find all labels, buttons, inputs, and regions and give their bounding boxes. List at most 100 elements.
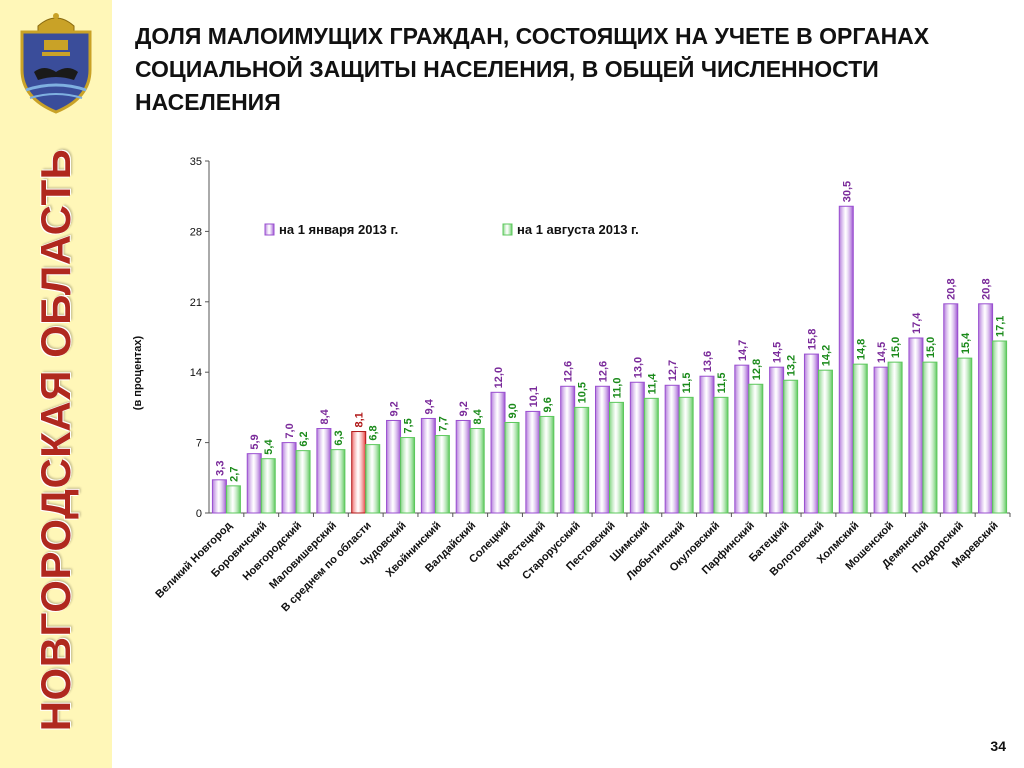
- x-axis: Великий НовгородБоровичскийНовгородскийМ…: [153, 512, 1011, 614]
- bar-aug: [992, 340, 1008, 514]
- bar-aug: [922, 361, 938, 514]
- data-label: 8,4: [319, 408, 331, 424]
- data-label: 12,7: [667, 360, 679, 381]
- data-label: 15,4: [960, 332, 972, 354]
- data-label: 14,8: [855, 339, 867, 360]
- data-label: 7,7: [437, 416, 449, 431]
- data-label: 3,3: [214, 461, 226, 476]
- bar-jan: [699, 375, 715, 514]
- bar-jan: [316, 428, 332, 514]
- bar-aug: [400, 437, 416, 514]
- data-label: 6,8: [368, 425, 380, 440]
- data-label: 9,4: [423, 398, 435, 414]
- data-label: 12,8: [751, 359, 763, 380]
- sidebar: НОВГОРОДСКАЯ ОБЛАСТЬ: [0, 0, 112, 768]
- bar-aug: [539, 415, 555, 514]
- bar-aug: [330, 449, 346, 514]
- data-label: 2,7: [228, 467, 240, 482]
- region-name-label: НОВГОРОДСКАЯ ОБЛАСТЬ: [32, 148, 79, 732]
- data-label: 15,0: [925, 337, 937, 358]
- data-label: 7,0: [284, 423, 296, 438]
- legend-swatch-jan: [264, 223, 275, 236]
- data-label: 11,5: [716, 373, 728, 394]
- bar-aug: [852, 363, 868, 514]
- bar-jan: [490, 391, 506, 514]
- legend-swatch-aug: [502, 223, 513, 236]
- data-label: 7,5: [403, 418, 415, 433]
- bar-aug: [295, 450, 311, 514]
- bar-jan: [386, 419, 402, 514]
- bar-aug: [225, 485, 241, 514]
- bar-jan: [943, 303, 959, 514]
- bar-aug: [678, 396, 694, 514]
- data-label: 5,9: [249, 434, 261, 449]
- bar-aug: [887, 361, 903, 514]
- data-label: 15,8: [806, 329, 818, 350]
- legend: на 1 января 2013 г. на 1 августа 2013 г.: [264, 222, 639, 237]
- bar-jan: [246, 453, 262, 514]
- data-label: 9,0: [507, 403, 519, 418]
- data-label: 14,5: [876, 342, 888, 363]
- y-tick-label: 7: [196, 438, 202, 450]
- bar-jan: [351, 431, 367, 514]
- data-label: 10,1: [528, 386, 540, 407]
- data-label: 8,1: [354, 412, 366, 427]
- data-label: 17,1: [995, 316, 1007, 337]
- bar-aug: [504, 421, 520, 514]
- data-label: 14,5: [772, 342, 784, 363]
- bar-jan: [211, 479, 227, 514]
- data-label: 17,4: [911, 312, 923, 334]
- y-axis: 0 7 14 21 28 35: [190, 156, 210, 520]
- bar-jan: [664, 384, 680, 514]
- data-label: 6,3: [333, 430, 345, 445]
- data-label: 11,4: [646, 373, 658, 395]
- bar-aug: [260, 458, 276, 514]
- bar-aug: [609, 401, 624, 514]
- bar-aug: [434, 435, 450, 514]
- bar-aug: [713, 396, 729, 514]
- bar-aug: [957, 357, 973, 514]
- data-label: 9,6: [542, 397, 554, 412]
- data-label: 12,0: [493, 367, 505, 388]
- data-label: 9,2: [389, 401, 401, 416]
- bar-jan: [734, 364, 750, 514]
- bar-jan: [769, 366, 785, 514]
- y-axis-label: (в процентах): [132, 335, 144, 410]
- bar-jan: [908, 337, 924, 514]
- data-label: 9,2: [458, 401, 470, 416]
- bars: 3,3 2,75,9 5,47,06,28,46,38,16,89,27,59,47…: [211, 181, 1008, 514]
- bar-aug: [748, 383, 764, 514]
- data-label: 30,5: [841, 181, 853, 202]
- bar-jan: [560, 385, 576, 514]
- page-title: ДОЛЯ МАЛОИМУЩИХ ГРАЖДАН, СОСТОЯЩИХ НА УЧ…: [135, 23, 930, 115]
- bar-aug: [783, 379, 799, 514]
- bar-jan: [629, 381, 645, 514]
- data-label: 8,4: [472, 408, 484, 424]
- bar-jan: [281, 442, 297, 514]
- coat-of-arms-icon: [20, 13, 92, 114]
- legend-label: на 1 августа 2013 г.: [517, 222, 639, 237]
- data-label: 13,0: [632, 357, 644, 378]
- data-label: 14,7: [737, 340, 749, 361]
- data-label: 10,5: [577, 382, 589, 403]
- y-tick-label: 28: [190, 226, 202, 238]
- data-label: 13,6: [702, 351, 714, 372]
- bar-jan: [803, 353, 819, 514]
- y-tick-label: 14: [190, 367, 202, 379]
- bar-jan: [420, 417, 436, 514]
- bar-jan: [838, 205, 854, 514]
- data-label: 11,0: [612, 378, 624, 399]
- data-label: 14,2: [820, 345, 832, 366]
- data-label: 15,0: [890, 337, 902, 358]
- legend-label: на 1 января 2013 г.: [279, 222, 398, 237]
- data-label: 12,6: [563, 361, 575, 382]
- data-label: 13,2: [786, 355, 798, 376]
- data-label: 12,6: [598, 361, 610, 382]
- bar-aug: [643, 397, 659, 514]
- bar-aug: [469, 428, 485, 514]
- y-tick-label: 35: [190, 156, 202, 168]
- bar-jan: [978, 303, 994, 514]
- y-tick-label: 0: [196, 508, 202, 520]
- bar-jan: [525, 410, 541, 514]
- bar-jan: [595, 385, 610, 514]
